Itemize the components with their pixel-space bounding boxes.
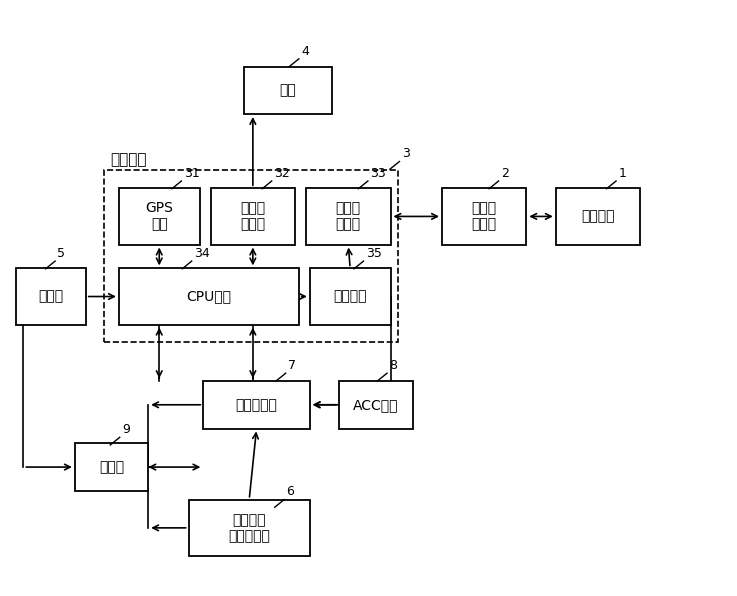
- Text: 9: 9: [122, 423, 130, 436]
- Text: 35: 35: [366, 247, 382, 260]
- Bar: [244, 67, 332, 114]
- Text: 33: 33: [370, 167, 386, 180]
- Text: 电源模块: 电源模块: [333, 290, 367, 303]
- Bar: [203, 381, 310, 429]
- Text: 2: 2: [501, 167, 509, 180]
- Text: ACC信号: ACC信号: [353, 398, 399, 412]
- Text: 7: 7: [288, 359, 296, 372]
- Bar: [119, 188, 200, 244]
- Bar: [16, 268, 85, 325]
- Text: 1: 1: [618, 167, 626, 180]
- Bar: [306, 188, 391, 244]
- Text: 4: 4: [301, 45, 309, 58]
- Text: 8: 8: [389, 359, 397, 372]
- Text: 摄像头: 摄像头: [99, 460, 124, 474]
- Text: 车载终端: 车载终端: [110, 153, 147, 167]
- Bar: [119, 268, 298, 325]
- Text: GPS
模块: GPS 模块: [145, 201, 173, 231]
- Text: 音频解
码模块: 音频解 码模块: [240, 201, 265, 231]
- Bar: [339, 381, 413, 429]
- Text: 6: 6: [287, 485, 294, 498]
- Text: 漫反射型
光电传感器: 漫反射型 光电传感器: [228, 513, 270, 543]
- Text: 喇叭: 喇叭: [279, 83, 296, 97]
- Text: 移动通
信网络: 移动通 信网络: [472, 201, 497, 231]
- Text: 31: 31: [184, 167, 200, 180]
- Bar: [556, 188, 640, 244]
- Bar: [442, 188, 526, 244]
- Bar: [104, 170, 398, 343]
- Text: 32: 32: [274, 167, 290, 180]
- Text: 监控中心: 监控中心: [581, 209, 615, 224]
- Text: CPU模块: CPU模块: [186, 290, 231, 303]
- Text: 无线通
信模块: 无线通 信模块: [336, 201, 361, 231]
- Bar: [310, 268, 391, 325]
- Text: 5: 5: [57, 247, 66, 260]
- Bar: [189, 499, 310, 556]
- Text: 3: 3: [402, 147, 410, 160]
- Bar: [75, 443, 148, 491]
- Text: 光电耦合器: 光电耦合器: [236, 398, 277, 412]
- Text: 计价器: 计价器: [38, 290, 63, 303]
- Bar: [211, 188, 295, 244]
- Text: 34: 34: [194, 247, 209, 260]
